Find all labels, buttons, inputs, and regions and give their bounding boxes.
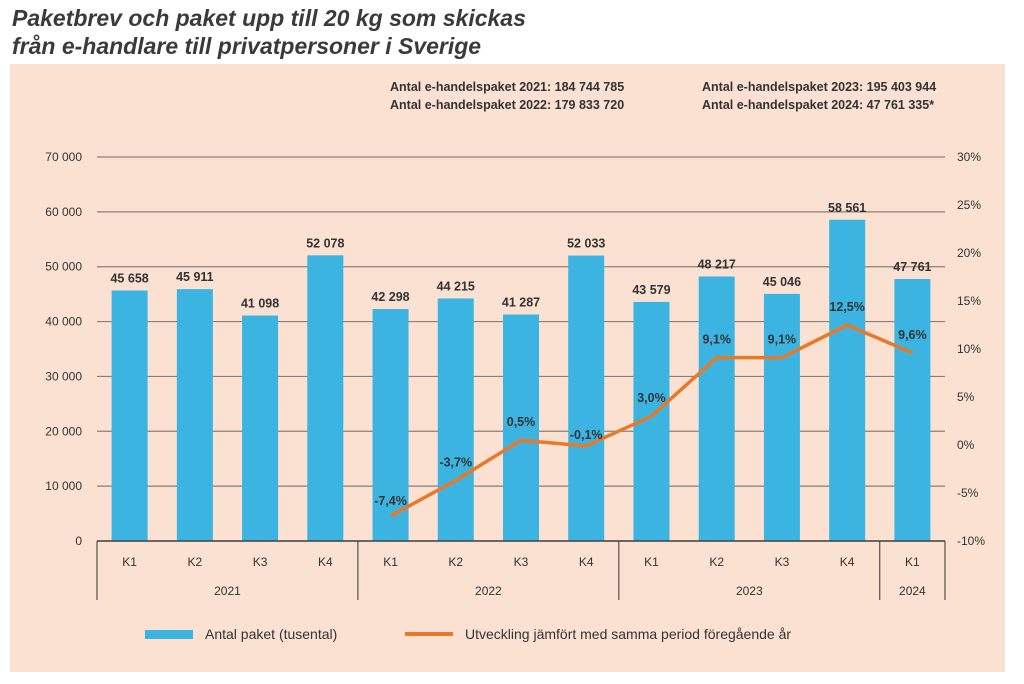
bar-value-label: 45 046 xyxy=(763,275,801,289)
x-tick-label: K4 xyxy=(840,555,855,569)
year-label: 2021 xyxy=(214,584,241,598)
legend-line: Utveckling jämfört med samma period före… xyxy=(405,626,791,642)
y-tick-label: 20 000 xyxy=(45,424,82,438)
bar xyxy=(829,219,866,541)
bar xyxy=(763,293,800,541)
x-tick-label: K2 xyxy=(709,555,724,569)
line-value-label: -0,1% xyxy=(570,428,603,442)
bar-value-label: 42 298 xyxy=(371,290,409,304)
bar xyxy=(437,298,474,541)
bar-value-label: 45 658 xyxy=(110,272,148,286)
bar xyxy=(372,308,409,541)
bar xyxy=(698,276,735,541)
line-value-label: 9,1% xyxy=(768,333,797,347)
y-tick-label: 70 000 xyxy=(45,150,82,164)
x-tick-label: K3 xyxy=(514,555,529,569)
y-tick-label: 30 000 xyxy=(45,369,82,383)
y-tick-label: 50 000 xyxy=(45,260,82,274)
bar-value-label: 41 098 xyxy=(241,297,279,311)
y2-tick-label: 20% xyxy=(957,246,981,260)
x-tick-label: K2 xyxy=(448,555,463,569)
y-tick-label: 0 xyxy=(75,534,82,548)
totals-right: Antal e-handelspaket 2023: 195 403 944 A… xyxy=(702,78,936,114)
year-label: 2022 xyxy=(475,584,502,598)
x-tick-label: K4 xyxy=(318,555,333,569)
year-label: 2024 xyxy=(899,584,926,598)
bar-value-label: 41 287 xyxy=(502,296,540,310)
growth-line xyxy=(389,323,914,518)
total-2023: Antal e-handelspaket 2023: 195 403 944 xyxy=(702,80,937,94)
x-tick-label: K2 xyxy=(188,555,203,569)
bar-value-label: 48 217 xyxy=(698,257,736,271)
chart-title: Paketbrev och paket upp till 20 kg som s… xyxy=(12,4,526,60)
y-tick-label: 40 000 xyxy=(45,315,82,329)
total-2024: Antal e-handelspaket 2024: 47 761 335* xyxy=(702,98,935,112)
line-value-label: 0,5% xyxy=(507,415,536,429)
line-value-label: -3,7% xyxy=(439,456,472,470)
x-tick-label: K1 xyxy=(122,555,137,569)
legend-swatch-line xyxy=(405,632,453,636)
total-2022: Antal e-handelspaket 2022: 179 833 720 xyxy=(390,98,625,112)
totals-left: Antal e-handelspaket 2021: 184 744 785 A… xyxy=(390,78,624,114)
legend-bars: Antal paket (tusental) xyxy=(145,626,337,642)
x-tick-label: K1 xyxy=(383,555,398,569)
line-value-label: -7,4% xyxy=(374,494,407,508)
legend-label-line: Utveckling jämfört med samma period före… xyxy=(465,626,792,642)
legend-swatch-bars xyxy=(145,629,193,639)
bar xyxy=(503,314,539,541)
y-tick-label: 60 000 xyxy=(45,205,82,219)
legend-label-bars: Antal paket (tusental) xyxy=(205,626,338,642)
bar-value-label: 52 078 xyxy=(306,236,344,250)
year-label: 2023 xyxy=(736,584,763,598)
y2-tick-label: 5% xyxy=(957,390,975,404)
y2-tick-label: 0% xyxy=(957,438,975,452)
title-line-1: Paketbrev och paket upp till 20 kg som s… xyxy=(12,5,526,31)
line-value-label: 3,0% xyxy=(637,391,666,405)
bar-value-label: 44 215 xyxy=(437,279,475,293)
bar-value-label: 43 579 xyxy=(632,283,670,297)
y2-tick-label: -10% xyxy=(957,534,985,548)
bar-value-label: 58 561 xyxy=(828,201,866,215)
x-tick-label: K1 xyxy=(644,555,659,569)
line-value-label: 9,6% xyxy=(898,328,927,342)
bar-value-label: 47 761 xyxy=(893,260,931,274)
bar xyxy=(307,255,344,541)
y2-tick-label: 25% xyxy=(957,198,981,212)
y2-tick-label: 10% xyxy=(957,342,981,356)
line-value-label: 9,1% xyxy=(702,333,731,347)
bar-value-label: 45 911 xyxy=(176,270,214,284)
total-2021: Antal e-handelspaket 2021: 184 744 785 xyxy=(390,80,625,94)
bar xyxy=(111,290,148,541)
y2-tick-label: -5% xyxy=(957,486,979,500)
x-tick-label: K4 xyxy=(579,555,594,569)
line-value-label: 12,5% xyxy=(829,300,864,314)
bar xyxy=(568,255,605,541)
bar-value-label: 52 033 xyxy=(567,237,605,251)
bar xyxy=(242,315,279,541)
y2-tick-label: 30% xyxy=(957,150,981,164)
bar xyxy=(894,278,931,541)
x-tick-label: K3 xyxy=(253,555,268,569)
x-tick-label: K1 xyxy=(905,555,920,569)
y-tick-label: 10 000 xyxy=(45,479,82,493)
bar xyxy=(176,289,213,541)
y2-tick-label: 15% xyxy=(957,294,981,308)
x-tick-label: K3 xyxy=(775,555,790,569)
title-line-2: från e-handlare till privatpersoner i Sv… xyxy=(12,33,482,59)
